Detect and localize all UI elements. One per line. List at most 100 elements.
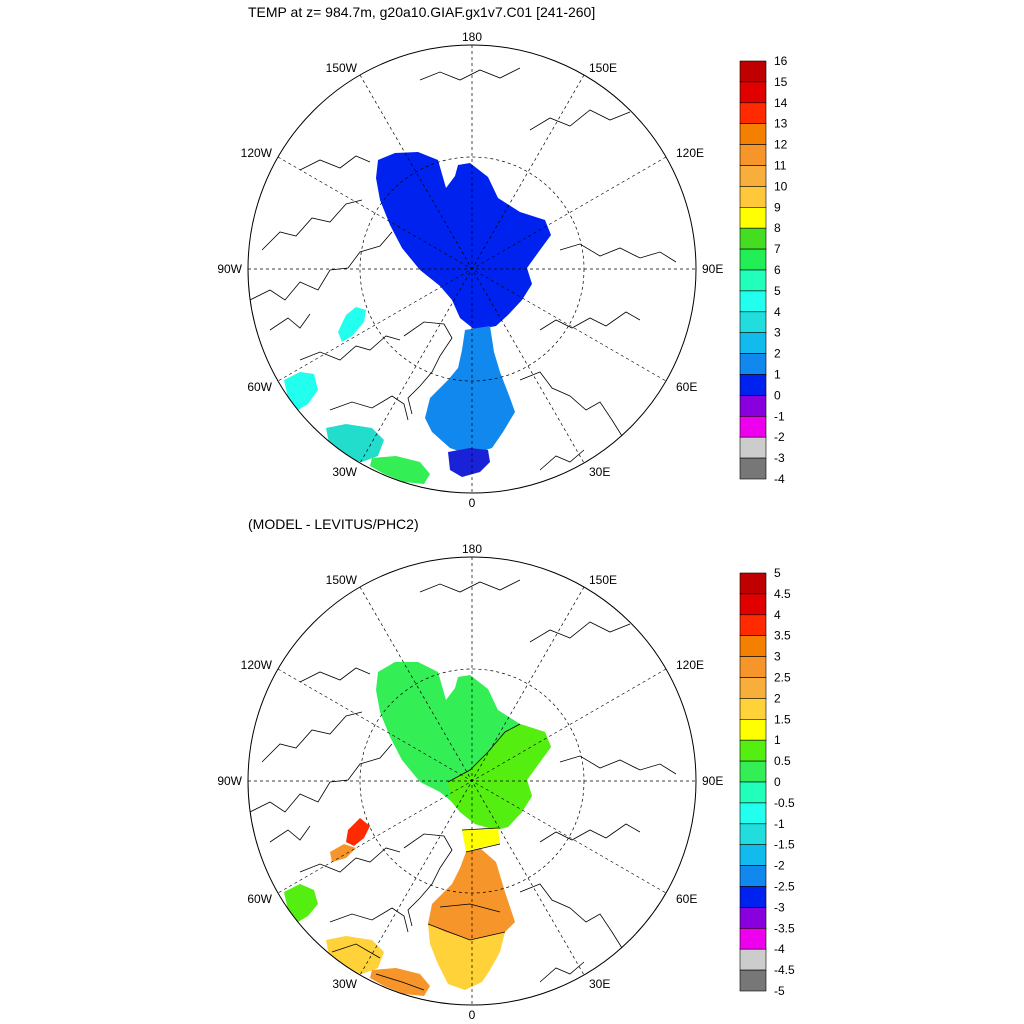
colorbar-swatch	[739, 677, 767, 699]
colorbar-label: 8	[774, 221, 781, 235]
field-region-strait	[425, 326, 515, 455]
colorbar-swatch	[739, 760, 767, 783]
graticule	[248, 557, 696, 1005]
colorbar-swatch	[739, 123, 767, 145]
colorbar-swatch	[739, 948, 767, 971]
map-field	[248, 557, 696, 1005]
colorbar-label: 3	[774, 650, 781, 664]
colorbar-swatch	[739, 457, 767, 480]
colorbar-swatch	[739, 395, 767, 417]
map-title: TEMP at z= 984.7m, g20a10.GIAF.gx1v7.C01…	[248, 4, 596, 20]
lon-label-0: 0	[469, 496, 476, 510]
field-region-west-patch	[338, 307, 366, 342]
colorbar-label: -3	[774, 900, 785, 914]
colorbar-swatch	[739, 865, 767, 887]
colorbar-label: 3.5	[774, 629, 791, 643]
field-region-southwest-patch-2	[326, 424, 384, 462]
graticule	[248, 45, 696, 493]
colorbar-swatch	[739, 593, 767, 616]
colorbar-label: -3.5	[774, 921, 795, 935]
colorbar-label: -5	[774, 984, 785, 998]
field-region-southwest-patch	[284, 372, 318, 410]
colorbar-swatch	[739, 635, 767, 657]
colorbar-label: 4	[774, 608, 781, 622]
field-region-main	[376, 152, 551, 330]
temperature-map-panel: 180 0 150W 150E 120W 120E 90W 90E 60W 6 0…	[217, 30, 788, 510]
colorbar-label: 0	[774, 775, 781, 789]
colorbar-swatch	[739, 823, 767, 845]
colorbar-label: 0	[774, 388, 781, 402]
colorbar-label: 11	[774, 159, 787, 173]
colorbar-swatch	[739, 739, 767, 762]
lon-label-120e: 120E	[676, 658, 704, 672]
colorbar-swatch	[739, 269, 767, 292]
colorbar-label: 13	[774, 117, 788, 131]
colorbar-swatch	[739, 186, 767, 208]
colorbar-label: -4	[774, 472, 785, 486]
colorbar-swatch	[739, 415, 767, 438]
field-region-southwest-patch-3	[370, 456, 430, 484]
colorbar-label: 2.5	[774, 671, 791, 685]
lon-label-90w: 90W	[217, 774, 242, 788]
colorbar-label: 3	[774, 326, 781, 340]
colorbar-swatch	[739, 102, 767, 125]
lon-label-90e: 90E	[702, 774, 723, 788]
colorbar-swatch	[739, 614, 767, 637]
colorbar-label: 4	[774, 305, 781, 319]
lon-label-30e: 30E	[589, 977, 610, 991]
lon-label-90e: 90E	[702, 262, 723, 276]
lon-label-60e: 60E	[676, 892, 697, 906]
lon-label-150e: 150E	[589, 573, 617, 587]
field-region-orange	[428, 848, 515, 940]
field-region-south	[428, 924, 505, 990]
lon-label-90w: 90W	[217, 262, 242, 276]
field-region-west-patch	[284, 884, 318, 922]
colorbar-swatch	[739, 332, 767, 354]
field-region-southwest-patch-2	[370, 968, 430, 996]
lon-label-120e: 120E	[676, 146, 704, 160]
colorbar-label: 5	[774, 284, 781, 298]
colorbar-swatch	[739, 165, 767, 187]
lon-label-150e: 150E	[589, 61, 617, 75]
lon-label-120w: 120W	[241, 146, 273, 160]
colorbar-swatch	[739, 144, 767, 166]
colorbar-label: 6	[774, 263, 781, 277]
coastline	[249, 67, 677, 471]
colorbar-swatch	[739, 60, 767, 83]
colorbar-label: -4.5	[774, 963, 795, 977]
colorbar-label: 12	[774, 138, 788, 152]
colorbar-swatch	[739, 698, 767, 720]
colorbar-label: -2.5	[774, 880, 795, 894]
lon-label-180: 180	[462, 542, 482, 556]
colorbar-label: -1.5	[774, 838, 795, 852]
field-region-strait	[462, 828, 500, 852]
lon-label-150w: 150W	[326, 61, 358, 75]
colorbar-label: 16	[774, 54, 788, 68]
colorbar-swatch	[739, 927, 767, 950]
colorbar-swatch	[739, 374, 767, 396]
colorbar-label: 9	[774, 200, 781, 214]
colorbar-label: 1	[774, 368, 781, 382]
colorbar-swatch	[739, 248, 767, 271]
colorbar-label: 2	[774, 347, 781, 361]
colorbar-label: 1	[774, 733, 781, 747]
colorbar-swatch	[739, 207, 767, 229]
colorbar-swatch	[739, 844, 767, 866]
colorbar-swatch	[739, 436, 767, 459]
colorbar-label: 1.5	[774, 712, 791, 726]
colorbar-swatch	[739, 907, 767, 929]
colorbar-swatch	[739, 719, 767, 741]
lon-label-60w: 60W	[247, 380, 272, 394]
colorbar-swatch	[739, 311, 767, 333]
colorbar-label: 2	[774, 691, 781, 705]
colorbar-label: 15	[774, 75, 788, 89]
colorbar-swatch	[739, 290, 767, 313]
colorbar-label: -3	[774, 451, 785, 465]
colorbar-label: -2	[774, 430, 785, 444]
colorbar-label: 5	[774, 566, 781, 580]
lon-label-180: 180	[462, 30, 482, 44]
lon-label-30e: 30E	[589, 465, 610, 479]
field-region-red-patch	[346, 818, 370, 846]
colorbar-label: -4	[774, 942, 785, 956]
